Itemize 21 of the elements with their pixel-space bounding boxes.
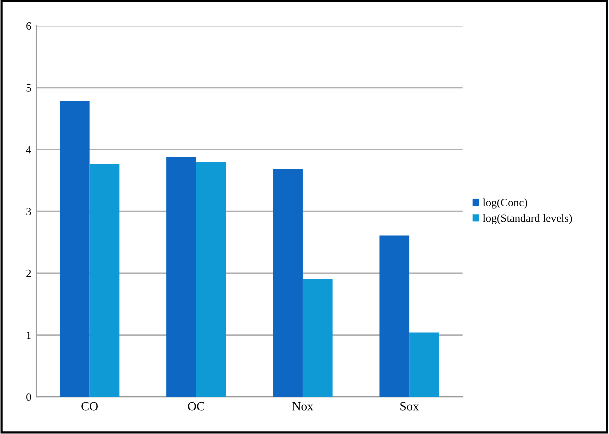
x-tick-label: CO: [82, 402, 98, 411]
x-tick-label: Sox: [400, 402, 420, 411]
bar: [90, 164, 120, 398]
legend-label: log(Standard levels): [483, 214, 572, 224]
y-tick-label: 0: [26, 394, 32, 402]
bar: [273, 170, 303, 398]
bar: [410, 332, 440, 398]
legend-label: log(Conc): [483, 198, 528, 209]
bar: [60, 101, 90, 398]
bar: [380, 236, 410, 398]
y-tick-label: 1: [27, 332, 32, 340]
x-tick-label: OC: [188, 402, 204, 411]
bar: [302, 278, 333, 398]
y-tick-label: 4: [26, 146, 32, 154]
y-tick-label: 6: [26, 22, 32, 30]
bar: [166, 157, 196, 398]
y-tick-label: 3: [26, 208, 32, 216]
bar: [196, 162, 226, 398]
x-tick-label: Nox: [292, 402, 314, 411]
y-tick-label: 2: [26, 270, 32, 278]
y-tick-label: 5: [26, 84, 32, 92]
